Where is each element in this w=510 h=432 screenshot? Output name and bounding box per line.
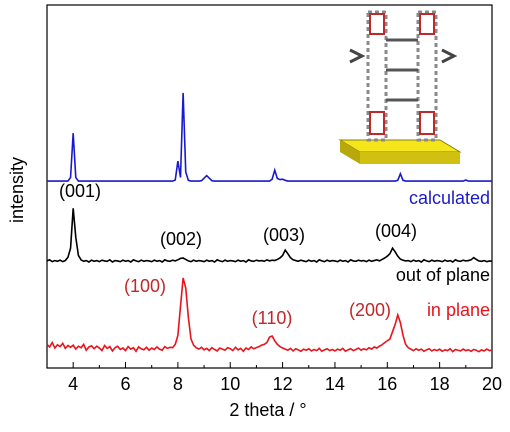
- linker: [386, 38, 418, 102]
- column-right: [416, 10, 438, 142]
- side-group: [349, 48, 458, 64]
- x-axis-label: 2 theta / °: [229, 400, 306, 420]
- series-line: [47, 92, 492, 182]
- node: [419, 111, 435, 135]
- series-line: [46, 277, 493, 353]
- substrate-side: [340, 140, 360, 164]
- peak-label: (004): [375, 221, 417, 241]
- series-label: in plane: [427, 300, 490, 320]
- x-tick-label: 16: [377, 374, 397, 394]
- series-line: [46, 208, 493, 263]
- x-tick-label: 12: [273, 374, 293, 394]
- peak-label: (110): [252, 308, 293, 328]
- substrate-front: [360, 152, 460, 164]
- x-tick-label: 6: [121, 374, 131, 394]
- plot-frame: [46, 4, 493, 369]
- node: [369, 111, 385, 135]
- peak-label: (001): [59, 181, 101, 201]
- x-tick-label: 20: [482, 374, 502, 394]
- peak-label: (003): [263, 225, 305, 245]
- inset-structure: [338, 10, 462, 164]
- x-tick-label: 4: [68, 374, 78, 394]
- substrate-top: [338, 139, 462, 153]
- x-tick-label: 18: [430, 374, 450, 394]
- peak-label: (200): [349, 300, 391, 320]
- y-axis-label: intensity: [7, 157, 27, 223]
- x-tick-label: 8: [173, 374, 183, 394]
- peak-label: (002): [160, 229, 202, 249]
- node: [369, 13, 385, 35]
- column-left: [366, 10, 388, 142]
- peak-label: (100): [124, 276, 166, 296]
- node: [419, 13, 435, 35]
- x-tick-label: 10: [220, 374, 240, 394]
- x-tick-label: 14: [325, 374, 345, 394]
- series-label: out of plane: [396, 265, 490, 285]
- series-label: calculated: [409, 188, 490, 208]
